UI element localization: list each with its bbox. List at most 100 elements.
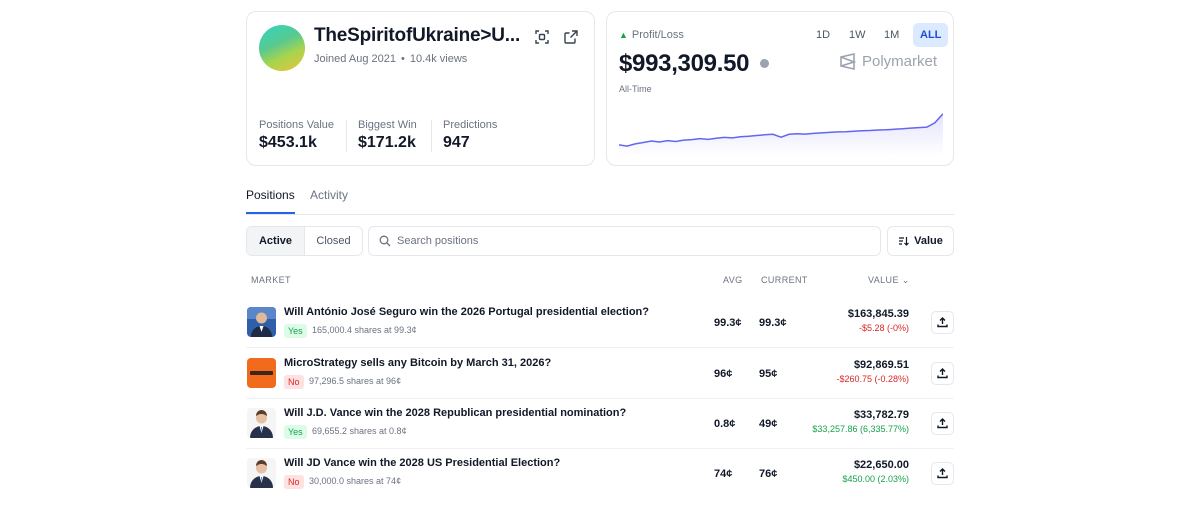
chevron-down-icon: ⌄ bbox=[901, 275, 910, 285]
search-input[interactable] bbox=[397, 227, 867, 255]
profile-username: TheSpiritofUkraine>U... bbox=[314, 25, 521, 46]
stat-value: 947 bbox=[443, 134, 470, 151]
row-divider bbox=[246, 448, 954, 449]
stat-label: Biggest Win bbox=[358, 119, 417, 131]
market-thumbnail-icon bbox=[247, 458, 276, 488]
info-icon[interactable] bbox=[760, 59, 769, 68]
joined-info: Joined Aug 2021 • 10.4k views bbox=[314, 53, 467, 65]
row-divider bbox=[246, 347, 954, 348]
current-price: 76¢ bbox=[759, 468, 778, 480]
pnl-value: $993,309.50 bbox=[619, 50, 750, 77]
share-button[interactable] bbox=[931, 311, 954, 334]
share-icon bbox=[937, 468, 948, 479]
view-count: 10.4k views bbox=[409, 53, 468, 65]
avg-price: 0.8¢ bbox=[714, 418, 736, 430]
market-thumbnail bbox=[247, 408, 276, 438]
position-value: $22,650.00 bbox=[853, 459, 909, 471]
share-icon bbox=[937, 317, 948, 328]
active-filter-button[interactable]: Active bbox=[247, 227, 305, 255]
share-button[interactable] bbox=[931, 362, 954, 385]
closed-filter-button[interactable]: Closed bbox=[316, 235, 351, 247]
market-thumbnail-icon bbox=[247, 307, 276, 337]
polymarket-logo-icon bbox=[840, 53, 856, 70]
column-header-market: MARKET bbox=[251, 275, 291, 285]
period-label: All-Time bbox=[619, 84, 652, 94]
shares-info: 97,296.5 shares at 96¢ bbox=[309, 376, 402, 386]
column-header-value[interactable]: VALUE ⌄ bbox=[868, 275, 910, 286]
joined-date: Joined Aug 2021 bbox=[314, 53, 396, 65]
position-change: -$260.75 (-0.28%) bbox=[836, 374, 909, 384]
share-icon bbox=[937, 368, 948, 379]
avatar bbox=[259, 25, 305, 71]
sort-button[interactable]: Value bbox=[887, 226, 954, 256]
avg-price: 96¢ bbox=[714, 368, 733, 380]
position-status-toggle: Active Closed bbox=[246, 226, 363, 256]
outcome-badge: Yes bbox=[284, 324, 307, 338]
position-change: -$5.28 (-0%) bbox=[858, 323, 909, 333]
range-all-button[interactable]: ALL bbox=[913, 23, 949, 47]
position-value: $92,869.51 bbox=[853, 359, 909, 371]
market-question[interactable]: Will JD Vance win the 2028 US Presidenti… bbox=[284, 457, 561, 469]
market-question[interactable]: MicroStrategy sells any Bitcoin by March… bbox=[284, 357, 552, 369]
profile-tabs: Positions Activity bbox=[246, 188, 954, 215]
pnl-card: ▲ Profit/Loss $993,309.50 All-Time 1D 1W … bbox=[606, 11, 954, 166]
outcome-badge: No bbox=[284, 375, 304, 389]
brand-name: Polymarket bbox=[862, 53, 938, 70]
market-thumbnail bbox=[247, 358, 276, 388]
pnl-chart bbox=[619, 113, 943, 156]
market-thumbnail bbox=[247, 307, 276, 337]
stat-label: Positions Value bbox=[259, 119, 335, 131]
position-change: $450.00 (2.03%) bbox=[842, 474, 909, 484]
scan-icon[interactable] bbox=[534, 29, 550, 45]
position-value: $163,845.39 bbox=[847, 308, 909, 320]
stat-value: $171.2k bbox=[358, 134, 416, 151]
polymarket-brand: Polymarket bbox=[839, 53, 937, 70]
stat-divider bbox=[346, 120, 347, 152]
share-button[interactable] bbox=[931, 462, 954, 485]
tab-activity[interactable]: Activity bbox=[310, 188, 349, 202]
range-1w-button[interactable]: 1W bbox=[849, 29, 866, 41]
stat-positions-value: Positions Value $453.1k bbox=[259, 119, 334, 152]
position-row[interactable]: Will JD Vance win the 2028 US Presidenti… bbox=[246, 449, 954, 499]
separator-dot: • bbox=[400, 53, 405, 65]
market-question[interactable]: Will J.D. Vance win the 2028 Republican … bbox=[284, 407, 627, 419]
position-change: $33,257.86 (6,335.77%) bbox=[812, 424, 909, 434]
share-button[interactable] bbox=[931, 412, 954, 435]
stat-divider bbox=[431, 120, 432, 152]
range-1d-button[interactable]: 1D bbox=[816, 29, 831, 41]
pnl-label-text: Profit/Loss bbox=[631, 29, 684, 41]
shares-info: 165,000.4 shares at 99.3¢ bbox=[312, 325, 417, 335]
stat-predictions: Predictions 947 bbox=[443, 119, 497, 152]
external-link-icon[interactable] bbox=[563, 29, 579, 45]
profile-card: TheSpiritofUkraine>U... Joined Aug 2021 •… bbox=[246, 11, 595, 166]
sort-label: Value bbox=[914, 235, 943, 247]
column-header-avg: AVG bbox=[723, 275, 743, 285]
pnl-chart-line bbox=[619, 113, 943, 147]
outcome-badge: Yes bbox=[284, 425, 307, 439]
market-question[interactable]: Will António José Seguro win the 2026 Po… bbox=[284, 306, 649, 318]
strategy-logo-icon bbox=[247, 358, 276, 388]
market-thumbnail bbox=[247, 458, 276, 488]
sort-icon bbox=[899, 237, 910, 246]
search-box bbox=[368, 226, 881, 256]
outcome-badge: No bbox=[284, 475, 304, 489]
shares-info: 69,655.2 shares at 0.8¢ bbox=[312, 426, 407, 436]
market-thumbnail-icon bbox=[247, 408, 276, 438]
row-divider bbox=[246, 398, 954, 399]
search-icon bbox=[379, 235, 391, 247]
up-triangle-icon: ▲ bbox=[619, 30, 628, 40]
stat-label: Predictions bbox=[443, 119, 498, 131]
position-row[interactable]: MicroStrategy sells any Bitcoin by March… bbox=[246, 349, 954, 399]
shares-info: 30,000.0 shares at 74¢ bbox=[309, 476, 402, 486]
range-1m-button[interactable]: 1M bbox=[884, 29, 900, 41]
position-row[interactable]: Will J.D. Vance win the 2028 Republican … bbox=[246, 399, 954, 449]
share-icon bbox=[937, 418, 948, 429]
column-header-value-label: VALUE bbox=[868, 275, 899, 285]
position-row[interactable]: Will António José Seguro win the 2026 Po… bbox=[246, 298, 954, 348]
current-price: 99.3¢ bbox=[759, 317, 787, 329]
tab-positions[interactable]: Positions bbox=[246, 188, 295, 214]
position-value: $33,782.79 bbox=[853, 409, 909, 421]
current-price: 95¢ bbox=[759, 368, 778, 380]
column-header-current: CURRENT bbox=[761, 275, 808, 285]
pnl-label: ▲ Profit/Loss bbox=[619, 29, 684, 41]
